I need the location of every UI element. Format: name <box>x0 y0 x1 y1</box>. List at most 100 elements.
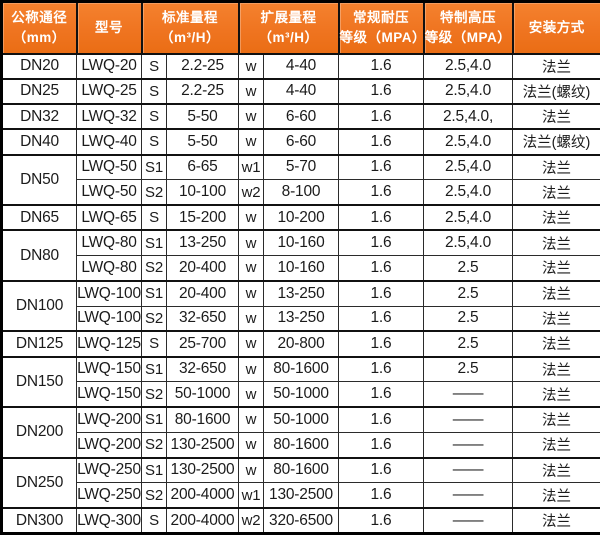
cell-extended-code: w2 <box>238 179 264 206</box>
table-row: LWQ-100 S2 32-650 w 13-250 1.6 2.5 法兰 <box>2 305 600 332</box>
cell-extended-range: 80-1600 <box>263 457 339 484</box>
cell-extended-range: 6-60 <box>263 128 339 156</box>
cell-install-method: 法兰 <box>512 381 600 408</box>
cell-install-method: 法兰 <box>512 255 600 282</box>
cell-special-pressure: 2.5,4.0 <box>423 229 513 257</box>
cell-model: LWQ-250 <box>76 457 142 484</box>
cell-standard-pressure: 1.6 <box>338 255 424 282</box>
cell-standard-code: S2 <box>141 482 167 509</box>
cell-standard-pressure: 1.6 <box>338 507 424 535</box>
cell-standard-pressure: 1.6 <box>338 381 424 408</box>
cell-standard-pressure: 1.6 <box>338 103 424 130</box>
cell-model: LWQ-100 <box>76 280 142 307</box>
cell-model: LWQ-80 <box>76 255 142 282</box>
cell-standard-code: S1 <box>141 153 167 181</box>
cell-standard-code: S1 <box>141 229 167 257</box>
cell-model: LWQ-250 <box>76 482 142 509</box>
cell-install-method: 法兰 <box>512 103 600 130</box>
cell-standard-code: S <box>141 128 167 156</box>
cell-extended-code: w <box>238 305 264 332</box>
cell-install-method: 法兰 <box>512 179 600 206</box>
cell-extended-code: w1 <box>238 153 264 181</box>
table-row: DN100 LWQ-100 S1 20-400 w 13-250 1.6 2.5 法兰 <box>1 280 600 332</box>
cell-standard-code: S <box>141 204 167 231</box>
cell-standard-range: 20-400 <box>166 255 239 282</box>
cell-nominal-diameter: DN100 <box>1 280 77 332</box>
dn-group: DN65 LWQ-65 S 15-200 w 10-200 1.6 2.5,4.0 法兰 <box>1 204 600 231</box>
cell-special-pressure: —— <box>423 482 513 509</box>
table-row: DN250 LWQ-250 S1 130-2500 w 80-1600 1.6 —— 法兰 <box>1 457 600 509</box>
table-row: LWQ-200 S2 130-2500 w 80-1600 1.6 —— 法兰 <box>2 431 600 459</box>
cell-nominal-diameter: DN150 <box>1 356 77 408</box>
header-standard-range: 标准量程 （m³/H） <box>140 0 240 55</box>
cell-standard-range: 200-4000 <box>166 482 239 509</box>
cell-standard-code: S1 <box>141 280 167 307</box>
cell-nominal-diameter: DN250 <box>1 457 77 509</box>
header-extended-range: 扩展量程 （m³/H） <box>237 0 340 55</box>
table-row: DN20 LWQ-20 S 2.2-25 w 4-40 1.6 2.5,4.0 法兰 <box>1 52 600 80</box>
cell-extended-range: 5-70 <box>263 153 339 181</box>
cell-standard-range: 50-1000 <box>166 381 239 408</box>
cell-extended-code: w <box>238 52 264 80</box>
cell-standard-pressure: 1.6 <box>338 330 424 358</box>
cell-standard-pressure: 1.6 <box>338 52 424 80</box>
cell-standard-code: S1 <box>141 457 167 484</box>
table-header: 公称通径 （mm） 型号 标准量程 （m³/H） 扩展量程 （m³/H） 常规耐… <box>0 0 600 55</box>
cell-standard-pressure: 1.6 <box>338 280 424 307</box>
cell-standard-pressure: 1.6 <box>338 457 424 484</box>
cell-standard-range: 20-400 <box>166 280 239 307</box>
cell-standard-pressure: 1.6 <box>338 78 424 105</box>
cell-special-pressure: 2.5,4.0 <box>423 204 513 231</box>
header-standard-pressure: 常规耐压 等级（MPA） <box>337 0 426 55</box>
cell-extended-range: 10-160 <box>263 255 339 282</box>
dn-group: DN150 LWQ-150 S1 32-650 w 80-1600 1.6 2.5 法兰 LWQ-… <box>1 356 600 408</box>
cell-standard-pressure: 1.6 <box>338 204 424 231</box>
header-line: （mm） <box>12 29 66 45</box>
cell-model: LWQ-32 <box>76 103 142 130</box>
cell-standard-range: 5-50 <box>166 128 239 156</box>
cell-standard-range: 15-200 <box>166 204 239 231</box>
cell-install-method: 法兰 <box>512 229 600 257</box>
cell-special-pressure: —— <box>423 507 513 535</box>
cell-standard-pressure: 1.6 <box>338 406 424 433</box>
dn-group: DN40 LWQ-40 S 5-50 w 6-60 1.6 2.5,4.0 法兰(螺纹) <box>1 128 600 156</box>
header-line: （m³/H） <box>160 29 220 45</box>
cell-special-pressure: 2.5,4.0 <box>423 78 513 105</box>
cell-standard-range: 32-650 <box>166 305 239 332</box>
cell-standard-code: S2 <box>141 179 167 206</box>
cell-standard-range: 130-2500 <box>166 457 239 484</box>
cell-special-pressure: —— <box>423 457 513 484</box>
cell-special-pressure: 2.5 <box>423 280 513 307</box>
cell-extended-range: 20-800 <box>263 330 339 358</box>
cell-install-method: 法兰 <box>512 482 600 509</box>
cell-standard-code: S <box>141 78 167 105</box>
cell-standard-code: S <box>141 507 167 535</box>
cell-standard-range: 130-2500 <box>166 431 239 459</box>
dn-group: DN80 LWQ-80 S1 13-250 w 10-160 1.6 2.5,4.0 法兰 LWQ… <box>1 229 600 282</box>
cell-standard-range: 32-650 <box>166 356 239 383</box>
cell-install-method: 法兰 <box>512 204 600 231</box>
cell-special-pressure: 2.5 <box>423 305 513 332</box>
cell-standard-pressure: 1.6 <box>338 482 424 509</box>
header-line: 常规耐压 <box>353 9 409 25</box>
cell-special-pressure: 2.5,4.0, <box>423 103 513 130</box>
cell-model: LWQ-150 <box>76 381 142 408</box>
cell-model: LWQ-40 <box>76 128 142 156</box>
header-install-method: 安装方式 <box>511 0 600 55</box>
cell-standard-range: 6-65 <box>166 153 239 181</box>
dn-group: DN200 LWQ-200 S1 80-1600 w 50-1000 1.6 —— 法兰 LWQ-… <box>1 406 600 459</box>
cell-extended-range: 10-160 <box>263 229 339 257</box>
cell-special-pressure: 2.5 <box>423 255 513 282</box>
cell-install-method: 法兰(螺纹) <box>512 78 600 105</box>
cell-standard-code: S <box>141 52 167 80</box>
cell-extended-code: w <box>238 204 264 231</box>
table-row: DN80 LWQ-80 S1 13-250 w 10-160 1.6 2.5,4.0 法兰 <box>1 229 600 282</box>
cell-install-method: 法兰 <box>512 280 600 307</box>
cell-standard-range: 2.2-25 <box>166 52 239 80</box>
header-line: 标准量程 <box>162 9 218 25</box>
cell-nominal-diameter: DN65 <box>1 204 77 231</box>
cell-nominal-diameter: DN50 <box>1 154 77 206</box>
cell-standard-code: S2 <box>141 381 167 408</box>
cell-extended-range: 4-40 <box>263 78 339 105</box>
table-row: DN32 LWQ-32 S 5-50 w 6-60 1.6 2.5,4.0, 法兰 <box>1 103 600 130</box>
